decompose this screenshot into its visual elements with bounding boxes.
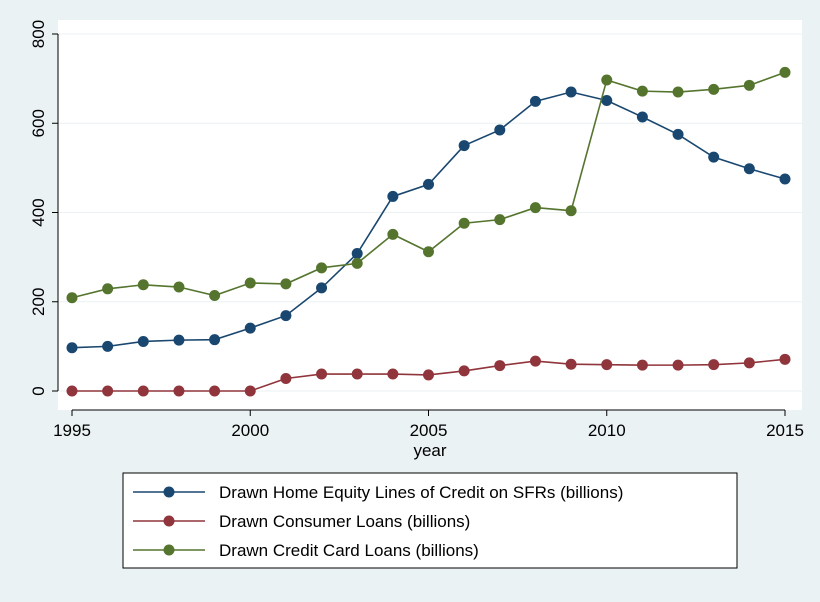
data-point [636, 359, 648, 371]
data-point [351, 248, 363, 260]
data-point [423, 178, 434, 190]
data-point [102, 283, 114, 295]
data-point [672, 128, 684, 140]
data-point [743, 357, 755, 369]
y-tick-label: 400 [29, 198, 48, 226]
data-point [743, 79, 755, 91]
data-point [387, 228, 399, 240]
data-point [209, 290, 221, 302]
y-tick-label: 0 [29, 386, 48, 395]
data-point [779, 353, 791, 365]
data-point [672, 359, 684, 371]
data-point [529, 355, 541, 367]
data-point [636, 85, 648, 97]
data-point [66, 385, 78, 397]
data-point [494, 124, 506, 136]
data-point [565, 86, 577, 98]
data-point [458, 365, 470, 377]
data-point [601, 74, 613, 86]
series [66, 66, 791, 397]
data-point [601, 359, 613, 371]
legend-label-2: Drawn Consumer Loans (billions) [219, 512, 470, 531]
data-point [601, 94, 613, 106]
data-point [173, 281, 185, 293]
x-tick-label: 1995 [53, 421, 91, 440]
data-point [779, 173, 791, 185]
data-point [102, 385, 114, 397]
data-point [636, 111, 648, 123]
data-point [244, 322, 256, 334]
legend-label-3: Drawn Credit Card Loans (billions) [219, 541, 479, 560]
data-point [209, 385, 221, 397]
legend-label-1: Drawn Home Equity Lines of Credit on SFR… [219, 483, 623, 502]
data-point [494, 214, 506, 226]
data-point [565, 205, 577, 217]
data-point [209, 334, 221, 346]
data-point [137, 335, 149, 347]
data-point [316, 282, 328, 294]
x-tick-label: 2015 [766, 421, 804, 440]
data-point [244, 385, 256, 397]
data-point [743, 163, 755, 175]
legend-box [122, 472, 738, 569]
data-point [708, 151, 720, 163]
data-point [351, 368, 363, 380]
data-point [387, 190, 399, 202]
data-point [66, 292, 78, 304]
legend: Drawn Home Equity Lines of Credit on SFR… [122, 472, 738, 569]
data-point [529, 202, 541, 214]
data-point [779, 66, 791, 78]
data-point [66, 342, 78, 354]
data-point [387, 368, 399, 380]
axes: 0 200 400 600 800 1995 2000 2005 2010 2015 [29, 20, 804, 440]
data-point [102, 340, 114, 352]
y-tick-label: 200 [29, 288, 48, 316]
x-tick-label: 2010 [588, 421, 626, 440]
legend-marker-1 [163, 486, 175, 498]
data-point [458, 140, 470, 152]
legend-marker-2 [163, 515, 175, 527]
data-point [423, 369, 434, 381]
data-point [137, 385, 149, 397]
x-axis-title: year [413, 441, 446, 460]
y-tick-label: 600 [29, 109, 48, 137]
y-tick-label: 800 [29, 20, 48, 48]
data-point [494, 360, 506, 372]
data-point [137, 279, 149, 291]
x-tick-label: 2000 [231, 421, 269, 440]
data-point [173, 334, 185, 346]
data-point [708, 359, 720, 371]
plot-area [58, 20, 802, 410]
legend-marker-3 [163, 544, 175, 556]
data-point [316, 368, 328, 380]
data-point [708, 83, 720, 95]
data-point [173, 385, 185, 397]
data-point [316, 262, 328, 274]
data-point [672, 86, 684, 98]
x-tick-label: 2005 [410, 421, 448, 440]
data-point [244, 277, 256, 289]
data-point [280, 373, 292, 385]
data-point [458, 217, 470, 229]
data-point [529, 95, 541, 107]
data-point [280, 310, 292, 322]
data-point [565, 358, 577, 370]
data-point [280, 278, 292, 290]
data-point [423, 246, 434, 258]
grid [58, 33, 802, 392]
data-point [351, 257, 363, 269]
